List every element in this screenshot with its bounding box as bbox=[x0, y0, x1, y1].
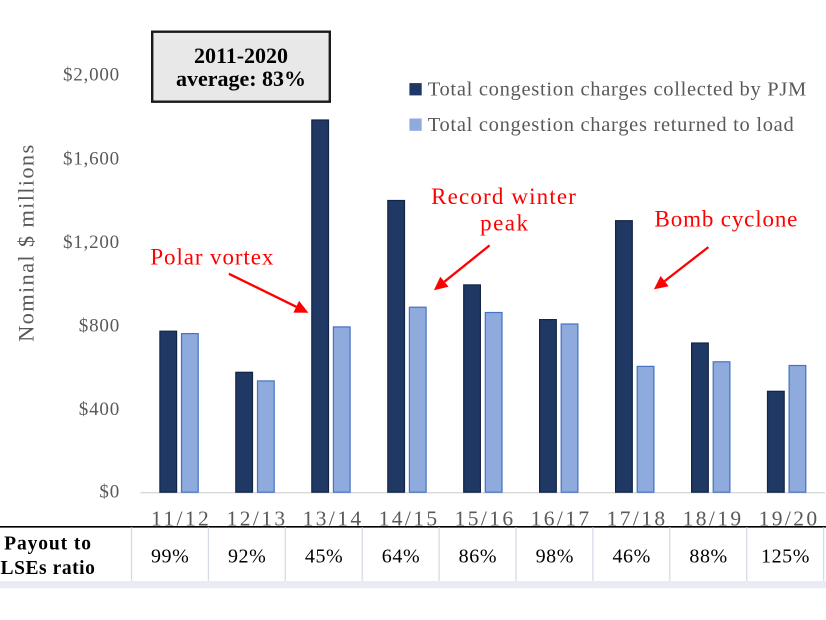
svg-text:$800: $800 bbox=[79, 316, 120, 337]
svg-text:64%: 64% bbox=[382, 545, 420, 567]
svg-text:86%: 86% bbox=[459, 545, 497, 567]
svg-text:$1,600: $1,600 bbox=[63, 148, 120, 169]
svg-text:99%: 99% bbox=[151, 545, 189, 567]
svg-text:Polar vortex: Polar vortex bbox=[150, 244, 274, 269]
svg-text:Nominal $ millions: Nominal $ millions bbox=[14, 143, 39, 341]
svg-text:2011-2020: 2011-2020 bbox=[194, 43, 288, 68]
svg-text:45%: 45% bbox=[305, 545, 343, 567]
svg-text:$0: $0 bbox=[99, 481, 120, 502]
svg-text:92%: 92% bbox=[228, 545, 266, 567]
svg-text:$400: $400 bbox=[79, 399, 120, 420]
svg-text:Total congestion charges retur: Total congestion charges returned to loa… bbox=[428, 114, 795, 136]
svg-text:Record winter: Record winter bbox=[431, 184, 577, 209]
svg-text:average: 83%: average: 83% bbox=[176, 66, 306, 91]
svg-text:88%: 88% bbox=[689, 545, 727, 567]
svg-text:Total congestion charges colle: Total congestion charges collected by PJ… bbox=[428, 79, 807, 101]
svg-text:125%: 125% bbox=[761, 545, 810, 567]
svg-text:46%: 46% bbox=[612, 545, 650, 567]
svg-text:$1,200: $1,200 bbox=[63, 232, 120, 253]
svg-text:$2,000: $2,000 bbox=[63, 65, 120, 86]
svg-text:Payout to: Payout to bbox=[4, 534, 92, 555]
svg-text:98%: 98% bbox=[536, 545, 574, 567]
svg-text:Bomb cyclone: Bomb cyclone bbox=[655, 207, 799, 232]
svg-text:peak: peak bbox=[480, 211, 529, 236]
svg-text:LSEs ratio: LSEs ratio bbox=[1, 558, 96, 579]
